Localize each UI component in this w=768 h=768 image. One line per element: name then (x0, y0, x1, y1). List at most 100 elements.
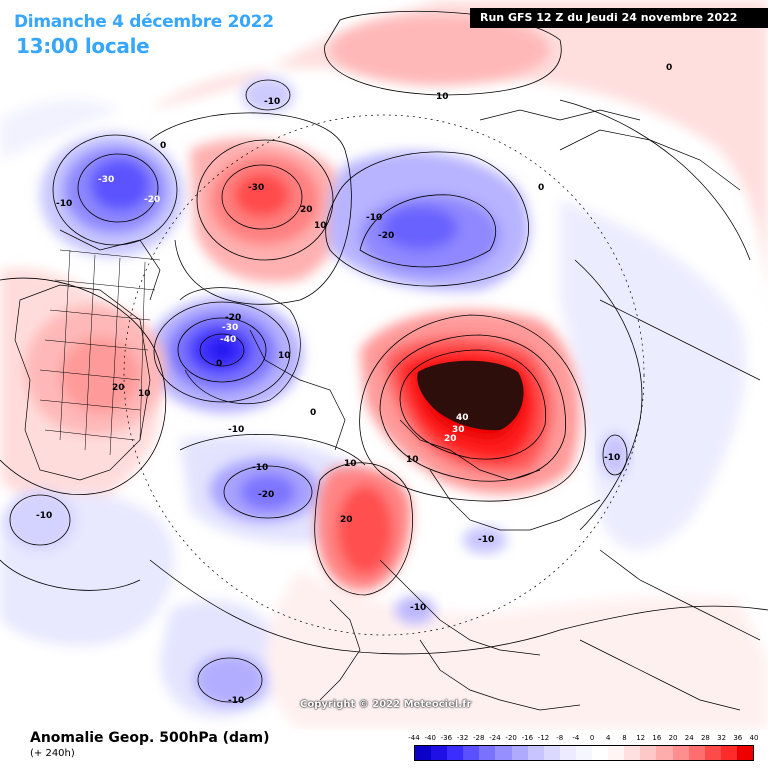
negative-anomaly-atlantic (210, 458, 320, 522)
contour-label: 10 (278, 351, 291, 361)
contour-label: -10 (228, 696, 244, 706)
contour-label: -20 (378, 231, 394, 241)
negative-anomaly-mediterranean (395, 596, 435, 624)
contour-label: -20 (144, 195, 160, 205)
scale-tick-label: -28 (473, 734, 485, 742)
scale-swatch (720, 746, 737, 760)
negative-anomaly-alaska (40, 133, 184, 257)
contour-label: -10 (478, 535, 494, 545)
scale-tick-label: -16 (521, 734, 534, 742)
scale-swatch (495, 746, 512, 760)
scale-tick-label: 8 (622, 734, 627, 742)
scale-swatch (592, 746, 609, 760)
contour-label: -30 (248, 183, 264, 193)
contour-lines (0, 10, 768, 703)
contour-label: -10 (366, 213, 382, 223)
scale-tick-label: 12 (636, 734, 646, 742)
scale-tick-label: -32 (456, 734, 469, 742)
anomaly-map: -30 -20 -10 0 -10 10 -30 20 10 -10 -20 0… (0, 0, 768, 730)
scale-swatch (656, 746, 673, 760)
contour-label: 0 (538, 183, 544, 193)
scale-swatch (415, 746, 432, 760)
scale-swatch (575, 746, 593, 760)
color-scale-bar (414, 745, 754, 761)
scale-tick-label: -44 (408, 734, 420, 742)
scale-swatch (431, 746, 448, 760)
negative-anomaly-centraleurope (463, 526, 507, 554)
scale-swatch (608, 746, 625, 760)
scale-swatch (704, 746, 721, 760)
scale-tick-label: -4 (572, 734, 580, 742)
negative-anomaly-tropical-atlantic (194, 654, 266, 706)
scale-swatch (511, 746, 528, 760)
scale-tick-label: 32 (717, 734, 727, 742)
negative-anomaly-pacific (5, 490, 75, 550)
scale-swatch (479, 746, 496, 760)
contour-label: -20 (258, 490, 274, 500)
contour-label: 40 (456, 413, 469, 423)
contour-label: 20 (444, 434, 457, 444)
forecast-lead-time: (+ 240h) (30, 748, 75, 759)
contour-value-labels: -30 -20 -10 0 -10 10 -30 20 10 -10 -20 0… (36, 63, 672, 706)
contour-label: -10 (56, 199, 72, 209)
contour-label: 10 (138, 389, 151, 399)
scale-tick-label: 40 (749, 734, 759, 742)
contour-label: -10 (604, 453, 620, 463)
negative-anomaly-canada (147, 297, 303, 413)
copyright-notice: Copyright © 2022 Meteociel.fr (300, 699, 472, 710)
scale-swatch (527, 746, 544, 760)
scale-tick-label: 20 (668, 734, 678, 742)
extreme-positive-core (417, 360, 524, 431)
contour-label: 30 (452, 425, 465, 435)
contour-label: -20 (225, 313, 241, 323)
scale-tick-label: -40 (424, 734, 436, 742)
scale-tick-label: 0 (589, 734, 595, 742)
contour-label: 20 (112, 383, 125, 393)
forecast-local-time: 13:00 locale (16, 34, 150, 58)
contour-label: -40 (220, 335, 236, 345)
contour-label: 20 (340, 515, 353, 525)
scale-tick-label: 28 (700, 734, 710, 742)
contour-label: 20 (300, 205, 313, 215)
negative-anomaly-asia-east (601, 433, 629, 477)
contour-label: 0 (310, 408, 316, 418)
contour-label: 0 (666, 63, 672, 73)
contour-label: -10 (264, 97, 280, 107)
scale-swatch (736, 746, 753, 760)
contour-label: 0 (216, 359, 222, 369)
scale-swatch (672, 746, 689, 760)
scale-tick-label: 36 (733, 734, 743, 742)
color-scale-labels: -44 -40 -36 -32 -28 -24 -20 -16 -12 -8 -4 0 4 8 12 16 20… (408, 734, 758, 744)
scale-tick-label: -36 (440, 734, 453, 742)
scale-tick-label: 4 (606, 734, 611, 742)
coastlines (14, 109, 761, 711)
scale-swatch (543, 746, 560, 760)
map-title: Anomalie Geop. 500hPa (dam) (30, 730, 270, 746)
positive-anomaly-eastsiberia (190, 138, 344, 283)
contour-label: -10 (252, 463, 268, 473)
positive-anomaly-usa (25, 305, 165, 435)
scale-tick-label: -8 (556, 734, 564, 742)
contour-label: -10 (228, 425, 244, 435)
negative-anomaly-westsiberia-small (242, 77, 294, 113)
forecast-date: Dimanche 4 décembre 2022 (14, 12, 274, 32)
contour-label: -10 (410, 603, 426, 613)
scale-swatch (624, 746, 641, 760)
admin-boundaries (39, 249, 161, 456)
scale-tick-label: 24 (684, 734, 694, 742)
scale-swatch (463, 746, 480, 760)
scale-tick-label: 16 (652, 734, 662, 742)
contour-label: 10 (436, 92, 449, 102)
contour-label: 10 (344, 459, 357, 469)
model-run-info: Run GFS 12 Z du Jeudi 24 novembre 2022 (470, 8, 768, 28)
contour-label: -30 (98, 175, 114, 185)
scale-swatch (559, 746, 576, 760)
contour-label: 10 (314, 221, 327, 231)
contour-label: 0 (160, 141, 166, 151)
scale-swatch (688, 746, 705, 760)
positive-anomaly-arctic-top (330, 15, 550, 85)
positive-anomaly-eastatlantic (316, 466, 411, 591)
scale-swatch (640, 746, 657, 760)
contour-label: 10 (406, 455, 419, 465)
contour-label: -10 (36, 511, 52, 521)
